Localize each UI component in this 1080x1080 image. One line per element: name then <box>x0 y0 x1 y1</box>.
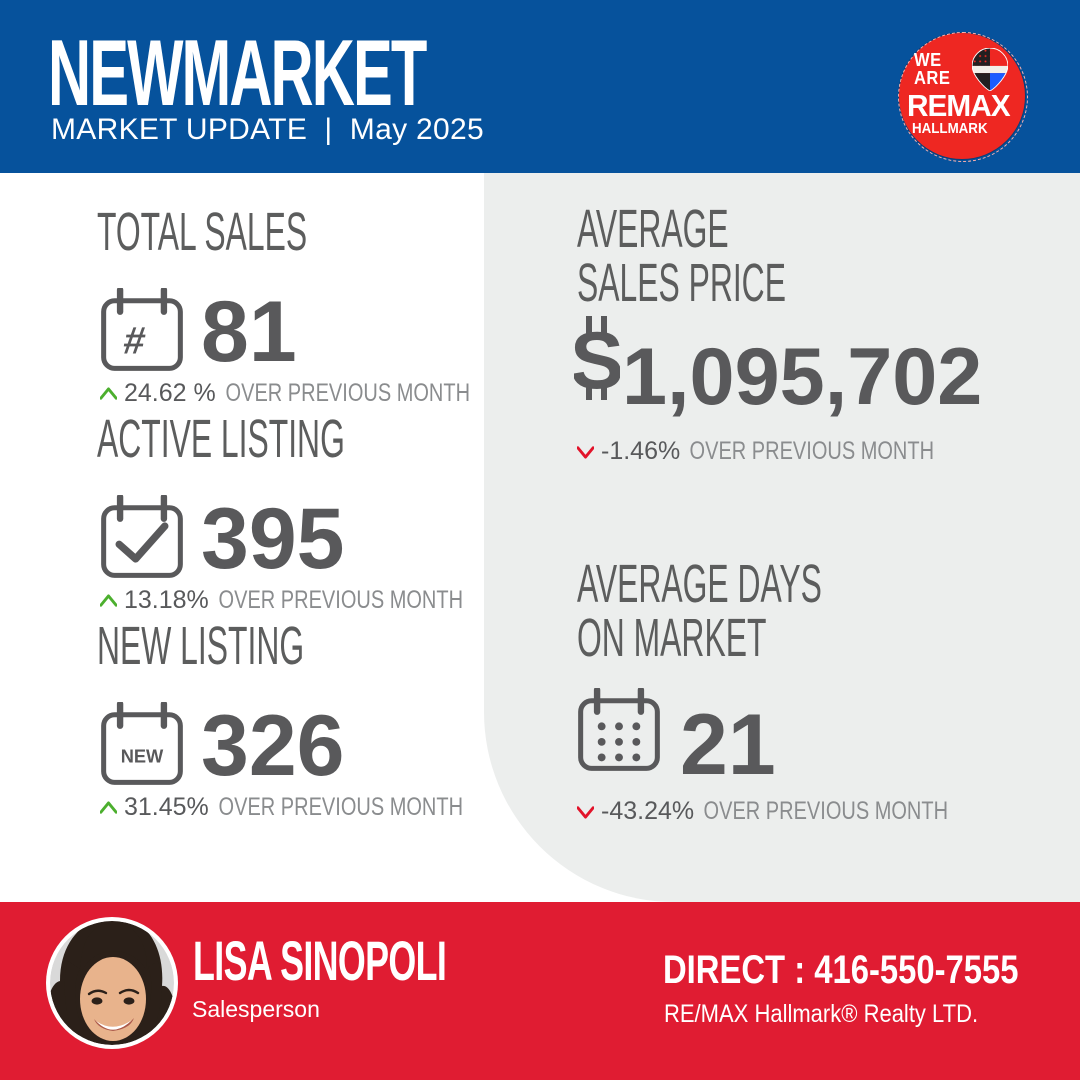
svg-text:#: # <box>121 320 148 363</box>
svg-text:NEW: NEW <box>121 745 164 766</box>
svg-text:S: S <box>574 316 620 404</box>
